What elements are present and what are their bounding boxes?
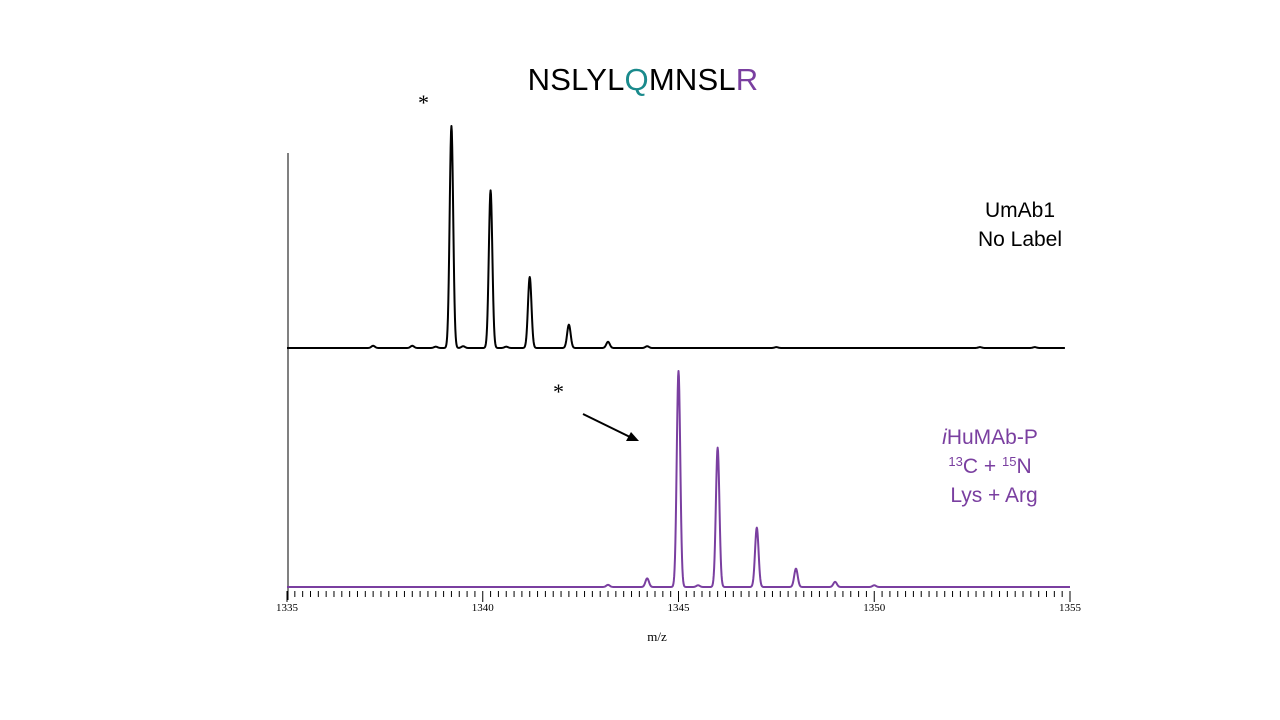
x-tick-label-1350: 1350 — [863, 602, 886, 614]
label-ihumab-n: N — [1016, 455, 1032, 478]
spectrum-trace-1 — [286, 125, 1066, 349]
asterisk-top: * — [418, 90, 429, 115]
label-ihumab-name: HuMAb-P — [946, 426, 1038, 449]
label-ihumab-c: C + — [962, 455, 1002, 478]
title-segment-1: NSLYL — [527, 62, 625, 97]
label-umab1-line1: UmAb1 — [984, 199, 1056, 222]
label-ihumab-c-mass: 13 — [948, 454, 963, 469]
label-ihumab-n-mass: 15 — [1001, 454, 1017, 469]
x-tick-label-1355: 1355 — [1059, 602, 1082, 614]
spectrum-trace-2 — [286, 370, 1071, 588]
label-umab1: UmAb1 No Label — [950, 196, 1090, 254]
title-segment-q: Q — [624, 62, 649, 97]
annotation-arrow-line — [582, 413, 631, 438]
title-segment-2: MNSL — [648, 62, 736, 97]
x-tick-label-1335: 1335 — [276, 602, 299, 614]
spectra-group — [286, 125, 1071, 588]
ticks-group: 1335 1340 1345 1350 1355 m/z — [276, 591, 1082, 644]
x-tick-label-1340: 1340 — [472, 602, 495, 614]
annotation-arrow-head — [626, 432, 639, 441]
asterisk-bottom: * — [553, 379, 564, 404]
title-segment-r: R — [735, 62, 759, 97]
label-ihumab-line1: iHuMAb-P — [910, 423, 1070, 452]
chart-title: NSLYLQMNSLR — [0, 62, 1280, 98]
label-ihumab-line3: Lys + Arg — [950, 484, 1038, 507]
label-ihumab-italic-i: i — [942, 426, 947, 449]
x-tick-label-1345: 1345 — [668, 602, 691, 614]
label-umab1-line2: No Label — [977, 228, 1063, 251]
label-ihumab: iHuMAb-P 13C + 15N Lys + Arg — [910, 423, 1070, 510]
label-ihumab-line2: 13C + 15N — [910, 452, 1070, 481]
x-axis-label: m/z — [647, 629, 667, 644]
